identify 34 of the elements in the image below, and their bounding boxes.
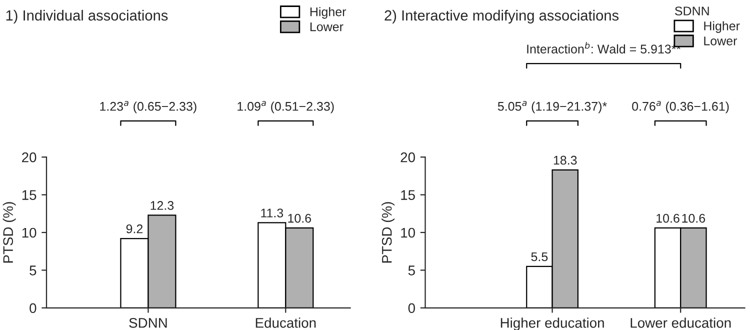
data-label: 11.3 xyxy=(261,208,284,218)
y-tick-label: 10 xyxy=(22,228,36,238)
legend-label: Lower xyxy=(310,22,344,32)
text: 5.05$^{a}$ (1.19−21.37)* xyxy=(498,100,607,114)
y-tick-label: 5 xyxy=(30,266,36,276)
y-tick-label: 15 xyxy=(401,190,415,200)
y-tick-label: 10 xyxy=(401,228,415,238)
text: 1.23$^{a}$ (0.65−2.33) xyxy=(100,100,196,114)
data-label: 9.2 xyxy=(126,224,143,234)
text: 1.09$^{a}$ (0.51−2.33) xyxy=(238,100,334,114)
data-label: 10.6 xyxy=(682,214,706,223)
legend-title: SDNN xyxy=(675,6,709,16)
chart-title: 1) Individual associations xyxy=(6,10,168,24)
chart-title: 2) Interactive modifying associations xyxy=(384,10,619,24)
data-label: 12.3 xyxy=(150,201,174,210)
y-axis-title: PTSD (%) xyxy=(382,202,395,263)
data-label: 10.6 xyxy=(288,214,312,223)
y-axis-title: PTSD (%) xyxy=(2,202,16,263)
x-tick-label: SDNN xyxy=(129,318,167,328)
data-label: 18.3 xyxy=(554,156,577,165)
y-tick-label: 0 xyxy=(408,303,415,314)
y-tick-label: 20 xyxy=(400,152,415,162)
legend-label: Higher xyxy=(704,21,740,33)
x-tick-label: Lower education xyxy=(630,318,731,328)
legend-label: Higher xyxy=(310,7,346,19)
legend-label: Lower xyxy=(704,36,738,46)
y-tick-label: 20 xyxy=(22,152,36,162)
y-tick-label: 5 xyxy=(408,266,415,276)
y-tick-label: 15 xyxy=(22,190,36,200)
data-label: 10.6 xyxy=(656,214,680,223)
x-tick-label: Education xyxy=(256,318,316,328)
data-label: 5.5 xyxy=(531,252,548,262)
text: 0.76$^{a}$ (0.36−1.61) xyxy=(632,100,729,114)
y-tick-label: 0 xyxy=(30,303,36,314)
